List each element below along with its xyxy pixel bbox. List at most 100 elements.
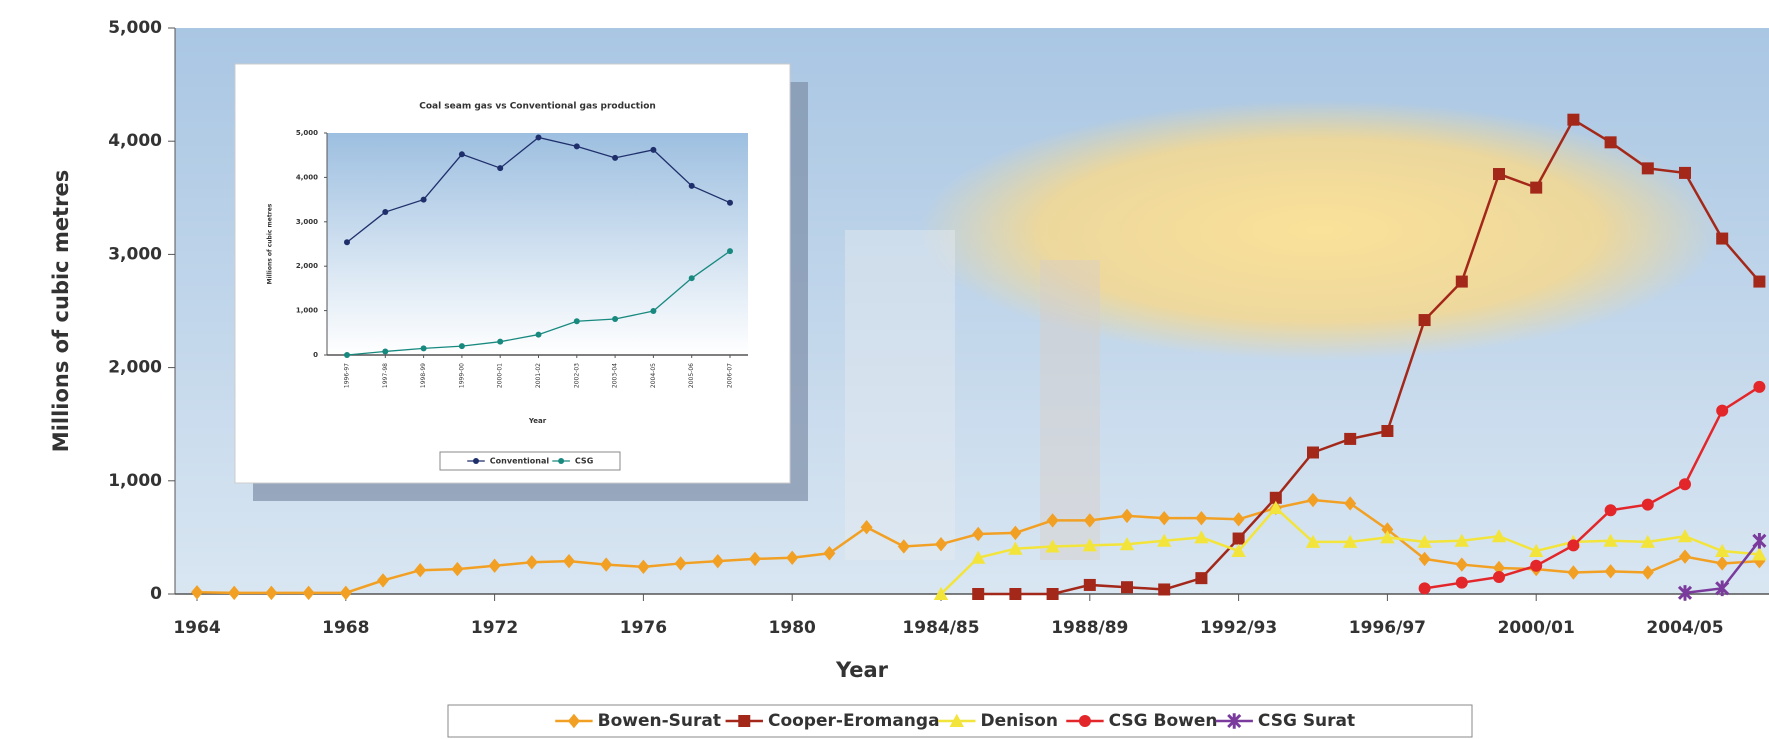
data-point: [1380, 530, 1395, 544]
data-point: [1343, 534, 1358, 548]
data-point: [1455, 576, 1468, 589]
y-tick-label: 2,000: [296, 262, 318, 270]
chart-title: Coal seam gas vs Conventional gas produc…: [419, 102, 656, 112]
data-point: [265, 585, 278, 601]
x-tick-label: 1976: [620, 618, 667, 638]
data-point: [1045, 539, 1060, 553]
legend-label: Cooper-Eromanga: [768, 711, 940, 731]
data-point: [637, 559, 650, 575]
data-point: [1082, 538, 1097, 552]
data-point: [823, 546, 836, 561]
data-point: [1418, 551, 1431, 567]
y-tick-label: 4,000: [296, 173, 318, 181]
data-point: [1604, 504, 1617, 517]
data-point: [1529, 543, 1544, 557]
legend-marker: [949, 713, 964, 727]
x-tick-label: 2006-07: [727, 363, 734, 388]
data-point: [339, 585, 352, 601]
legend-marker: [1078, 715, 1091, 727]
data-point: [650, 308, 657, 315]
data-point: [1381, 424, 1394, 437]
data-point: [674, 556, 687, 571]
data-point: [786, 550, 799, 565]
data-point: [1604, 564, 1617, 579]
data-point: [382, 348, 389, 355]
data-point: [1269, 491, 1282, 504]
data-point: [1677, 585, 1693, 601]
data-point: [535, 331, 542, 338]
data-point: [573, 143, 580, 150]
series-line: [978, 117, 1761, 596]
legend-marker: [473, 458, 479, 464]
x-tick-label: 1972: [471, 618, 518, 638]
x-tick-label: 1980: [769, 618, 816, 638]
legend-label: Bowen-Surat: [598, 711, 721, 731]
y-tick-label: 5,000: [108, 18, 162, 38]
legend-label: CSG Surat: [1258, 711, 1355, 731]
data-point: [1641, 162, 1654, 175]
data-point: [860, 520, 873, 535]
background-photo: [920, 100, 1720, 360]
main-chart: 0 1,000 2,000 3,000 4,000 5,000 1964 1968 1972 19…: [49, 18, 1769, 738]
data-point: [377, 573, 389, 588]
x-tick-label: 2005-06: [688, 363, 695, 388]
y-tick-label: 2,000: [108, 358, 162, 378]
data-point: [971, 550, 986, 564]
data-point: [600, 557, 613, 572]
legend-marker: [1227, 713, 1242, 729]
data-point: [727, 248, 733, 255]
data-point: [344, 239, 350, 246]
legend-marker: [567, 713, 580, 729]
data-point: [1603, 533, 1618, 547]
data-point: [535, 134, 542, 141]
data-point: [1679, 549, 1691, 564]
data-point: [1493, 560, 1505, 576]
data-point: [497, 338, 504, 345]
data-point: [935, 536, 947, 552]
data-point: [1158, 510, 1171, 526]
data-point: [688, 275, 695, 282]
data-point: [1604, 136, 1617, 149]
data-point: [1305, 534, 1321, 548]
data-point: [1083, 578, 1096, 591]
x-tick-label: 1997-98: [382, 363, 389, 388]
data-point: [612, 316, 619, 323]
x-tick-label: 2000-01: [497, 363, 504, 388]
x-tick-label: 1988/89: [1051, 618, 1128, 638]
x-tick-label: 2001-02: [535, 363, 542, 388]
plot-background: [327, 133, 748, 355]
data-point: [573, 318, 580, 325]
data-point: [563, 553, 575, 569]
data-point: [1307, 446, 1319, 459]
legend-label: Denison: [980, 711, 1057, 731]
data-point: [1417, 534, 1432, 548]
data-point: [1008, 541, 1023, 555]
x-tick-label: 1999-00: [458, 363, 465, 388]
y-axis-label: Millions of cubic metres: [267, 203, 274, 284]
x-tick-label: 1998-99: [420, 363, 427, 388]
data-point: [1232, 512, 1245, 527]
data-point: [1231, 543, 1246, 557]
data-point: [1641, 565, 1654, 580]
data-point: [1454, 533, 1469, 547]
data-point: [525, 555, 538, 570]
data-point: [1752, 532, 1767, 549]
data-point: [1121, 508, 1133, 524]
y-tick-label: 0: [313, 351, 318, 359]
data-point: [1641, 498, 1654, 511]
legend-marker: [738, 715, 751, 727]
data-point: [1121, 581, 1133, 594]
x-axis-label: Year: [835, 658, 889, 682]
data-point: [1715, 543, 1730, 557]
series-line: [1424, 385, 1761, 590]
y-tick-label: 3,000: [108, 244, 162, 264]
y-tick-label: 5,000: [296, 129, 318, 137]
data-point: [1046, 588, 1059, 600]
data-point: [1344, 496, 1357, 511]
data-point: [1046, 513, 1059, 528]
x-tick-label: 2004-05: [650, 363, 657, 388]
data-point: [1455, 275, 1468, 288]
data-point: [749, 551, 761, 567]
background-photo: [1040, 260, 1100, 560]
